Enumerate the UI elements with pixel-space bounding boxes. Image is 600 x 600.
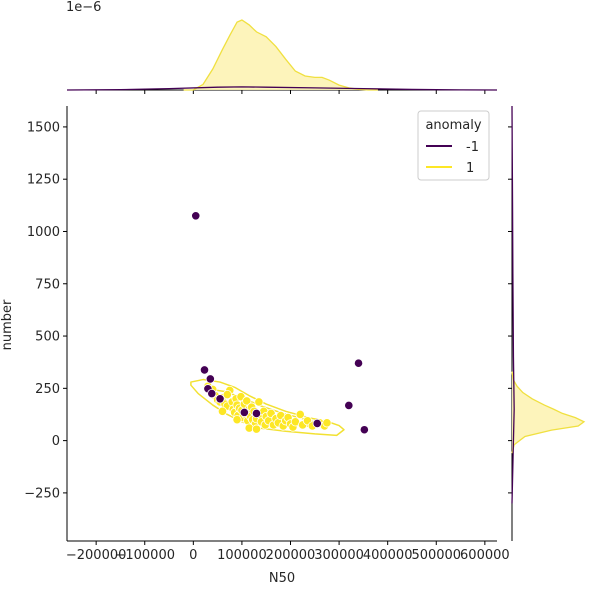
y-tick-label: 500 xyxy=(35,330,60,345)
y-axis-label: number xyxy=(0,299,15,350)
legend-frame xyxy=(417,110,490,181)
y-tick-label: 1000 xyxy=(27,225,60,240)
x-tick-label: −100000 xyxy=(114,548,175,563)
y-tick-label: 1250 xyxy=(27,173,60,188)
right-kde-line-normal xyxy=(511,371,586,454)
point-anomaly xyxy=(353,358,364,368)
y-tick-label: 250 xyxy=(35,382,60,397)
point-anomaly xyxy=(312,418,322,429)
y-tick-label: −250 xyxy=(24,486,60,501)
x-axis-ticks: −200000−100000 0 1000002000003000004000005… xyxy=(66,541,510,563)
top-kde-line-anomaly xyxy=(66,86,498,91)
x-tick-label: 200000 xyxy=(266,548,316,563)
point-anomaly xyxy=(251,408,262,419)
legend: anomaly -1 1 xyxy=(417,110,490,181)
y-axis-ticks: −250 0 250 500 750 1000 1250 1500 xyxy=(24,120,67,501)
x-axis-label: N50 xyxy=(269,571,295,586)
x-tick-label: −200000 xyxy=(66,548,127,563)
x-tick-label: 0 xyxy=(189,548,197,563)
point-anomaly xyxy=(344,400,354,411)
point-normal xyxy=(254,397,264,407)
point-normal xyxy=(222,390,232,400)
point-anomaly xyxy=(199,365,210,375)
point-normal xyxy=(251,424,262,434)
point-anomaly xyxy=(239,407,249,417)
x-tick-label: 600000 xyxy=(460,548,510,563)
point-anomaly xyxy=(191,211,201,221)
top-kde-fill-normal xyxy=(183,20,378,90)
x-tick-label: 100000 xyxy=(217,548,267,563)
point-normal xyxy=(295,409,305,420)
top-kde-line-normal xyxy=(183,19,378,91)
right-kde-fill-normal xyxy=(512,371,584,454)
top-marginal-offset-label: 1e−6 xyxy=(66,0,101,15)
top-marginal-kde: 1e−6 xyxy=(66,0,498,94)
kde-contour-outer xyxy=(190,378,345,437)
right-marginal-kde xyxy=(508,105,586,541)
point-normal xyxy=(322,418,332,428)
point-anomaly xyxy=(359,425,369,435)
main-scatter-axes: −200000−100000 0 1000002000003000004000005… xyxy=(24,106,510,563)
point-anomaly xyxy=(207,388,217,399)
point-normal xyxy=(217,406,228,416)
point-normal xyxy=(232,415,242,425)
point-normal xyxy=(242,396,252,406)
x-tick-label: 400000 xyxy=(363,548,413,563)
x-tick-label: 300000 xyxy=(314,548,364,563)
point-anomaly xyxy=(205,374,215,384)
legend-title: anomaly xyxy=(425,118,481,133)
y-tick-label: 0 xyxy=(52,434,60,449)
y-tick-label: 750 xyxy=(35,277,60,292)
point-anomaly xyxy=(215,394,225,404)
x-tick-label: 500000 xyxy=(411,548,461,563)
legend-label-anomaly: -1 xyxy=(466,140,479,155)
axes-spines xyxy=(66,106,497,542)
scatter-points xyxy=(191,211,369,435)
right-kde-line-anomaly xyxy=(511,105,515,504)
y-tick-label: 1500 xyxy=(27,120,60,135)
legend-label-normal: 1 xyxy=(466,161,474,176)
